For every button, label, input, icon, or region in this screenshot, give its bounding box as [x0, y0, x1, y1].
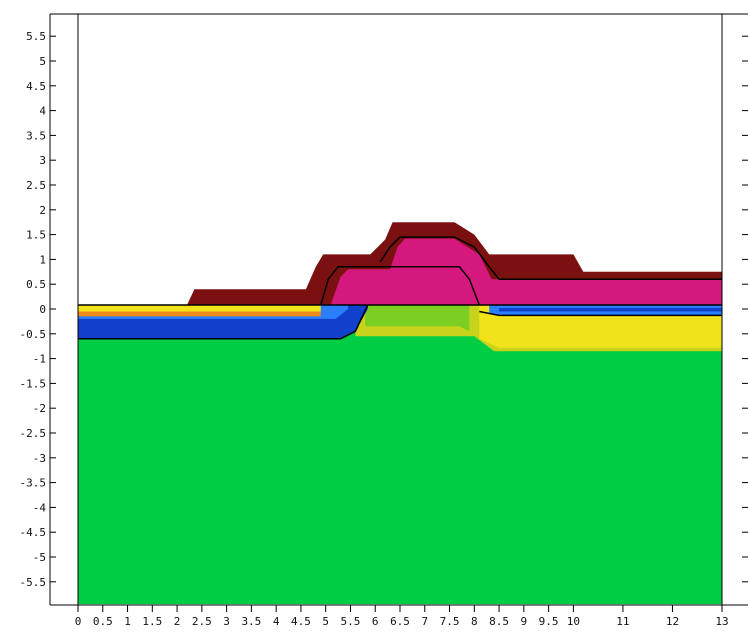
y-tick-label: -2 — [33, 402, 46, 415]
y-tick-label: -3 — [33, 452, 46, 465]
x-tick-label: 4 — [273, 615, 280, 628]
y-tick-label: 3.5 — [26, 129, 46, 142]
x-tick-label: 0 — [75, 615, 82, 628]
y-tick-label: 2.5 — [26, 179, 46, 192]
x-tick-label: 13 — [715, 615, 728, 628]
y-tick-label: 4 — [39, 105, 46, 118]
y-tick-label: -1 — [33, 353, 46, 366]
y-tick-label: 1.5 — [26, 229, 46, 242]
y-tick-label: -5.5 — [20, 576, 47, 589]
y-tick-label: -4 — [33, 501, 47, 514]
x-tick-label: 0.5 — [93, 615, 113, 628]
x-tick-label: 3.5 — [241, 615, 261, 628]
y-tick-label: -5 — [33, 551, 46, 564]
y-tick-label: 1 — [39, 253, 46, 266]
x-tick-label: 1 — [124, 615, 131, 628]
y-tick-label: 2 — [39, 204, 46, 217]
x-tick-label: 4.5 — [291, 615, 311, 628]
x-tick-label: 3 — [223, 615, 230, 628]
y-tick-label: -0.5 — [20, 328, 47, 341]
x-tick-label: 10 — [567, 615, 580, 628]
y-tick-label: -4.5 — [20, 526, 47, 539]
x-tick-label: 7 — [421, 615, 428, 628]
x-tick-label: 9 — [521, 615, 528, 628]
x-tick-label: 12 — [666, 615, 679, 628]
y-tick-label: -3.5 — [20, 477, 47, 490]
region-right-blue-dark — [499, 308, 722, 312]
x-tick-label: 6 — [372, 615, 379, 628]
x-tick-label: 9.5 — [539, 615, 559, 628]
x-tick-label: 11 — [616, 615, 629, 628]
y-tick-label: 0.5 — [26, 278, 46, 291]
y-tick-label: -1.5 — [20, 377, 47, 390]
x-tick-label: 5.5 — [341, 615, 361, 628]
y-tick-label: -2.5 — [20, 427, 47, 440]
x-tick-label: 6.5 — [390, 615, 410, 628]
y-tick-label: 5.5 — [26, 30, 46, 43]
x-tick-label: 1.5 — [142, 615, 162, 628]
x-tick-label: 5 — [322, 615, 329, 628]
y-tick-label: 4.5 — [26, 80, 46, 93]
region-left-yellow — [78, 305, 321, 312]
x-tick-label: 2 — [174, 615, 181, 628]
y-tick-label: 3 — [39, 154, 46, 167]
x-tick-label: 2.5 — [192, 615, 212, 628]
y-tick-label: 5 — [39, 55, 46, 68]
x-tick-label: 8 — [471, 615, 478, 628]
x-tick-label: 8.5 — [489, 615, 509, 628]
y-tick-label: 0 — [39, 303, 46, 316]
x-tick-label: 7.5 — [440, 615, 460, 628]
